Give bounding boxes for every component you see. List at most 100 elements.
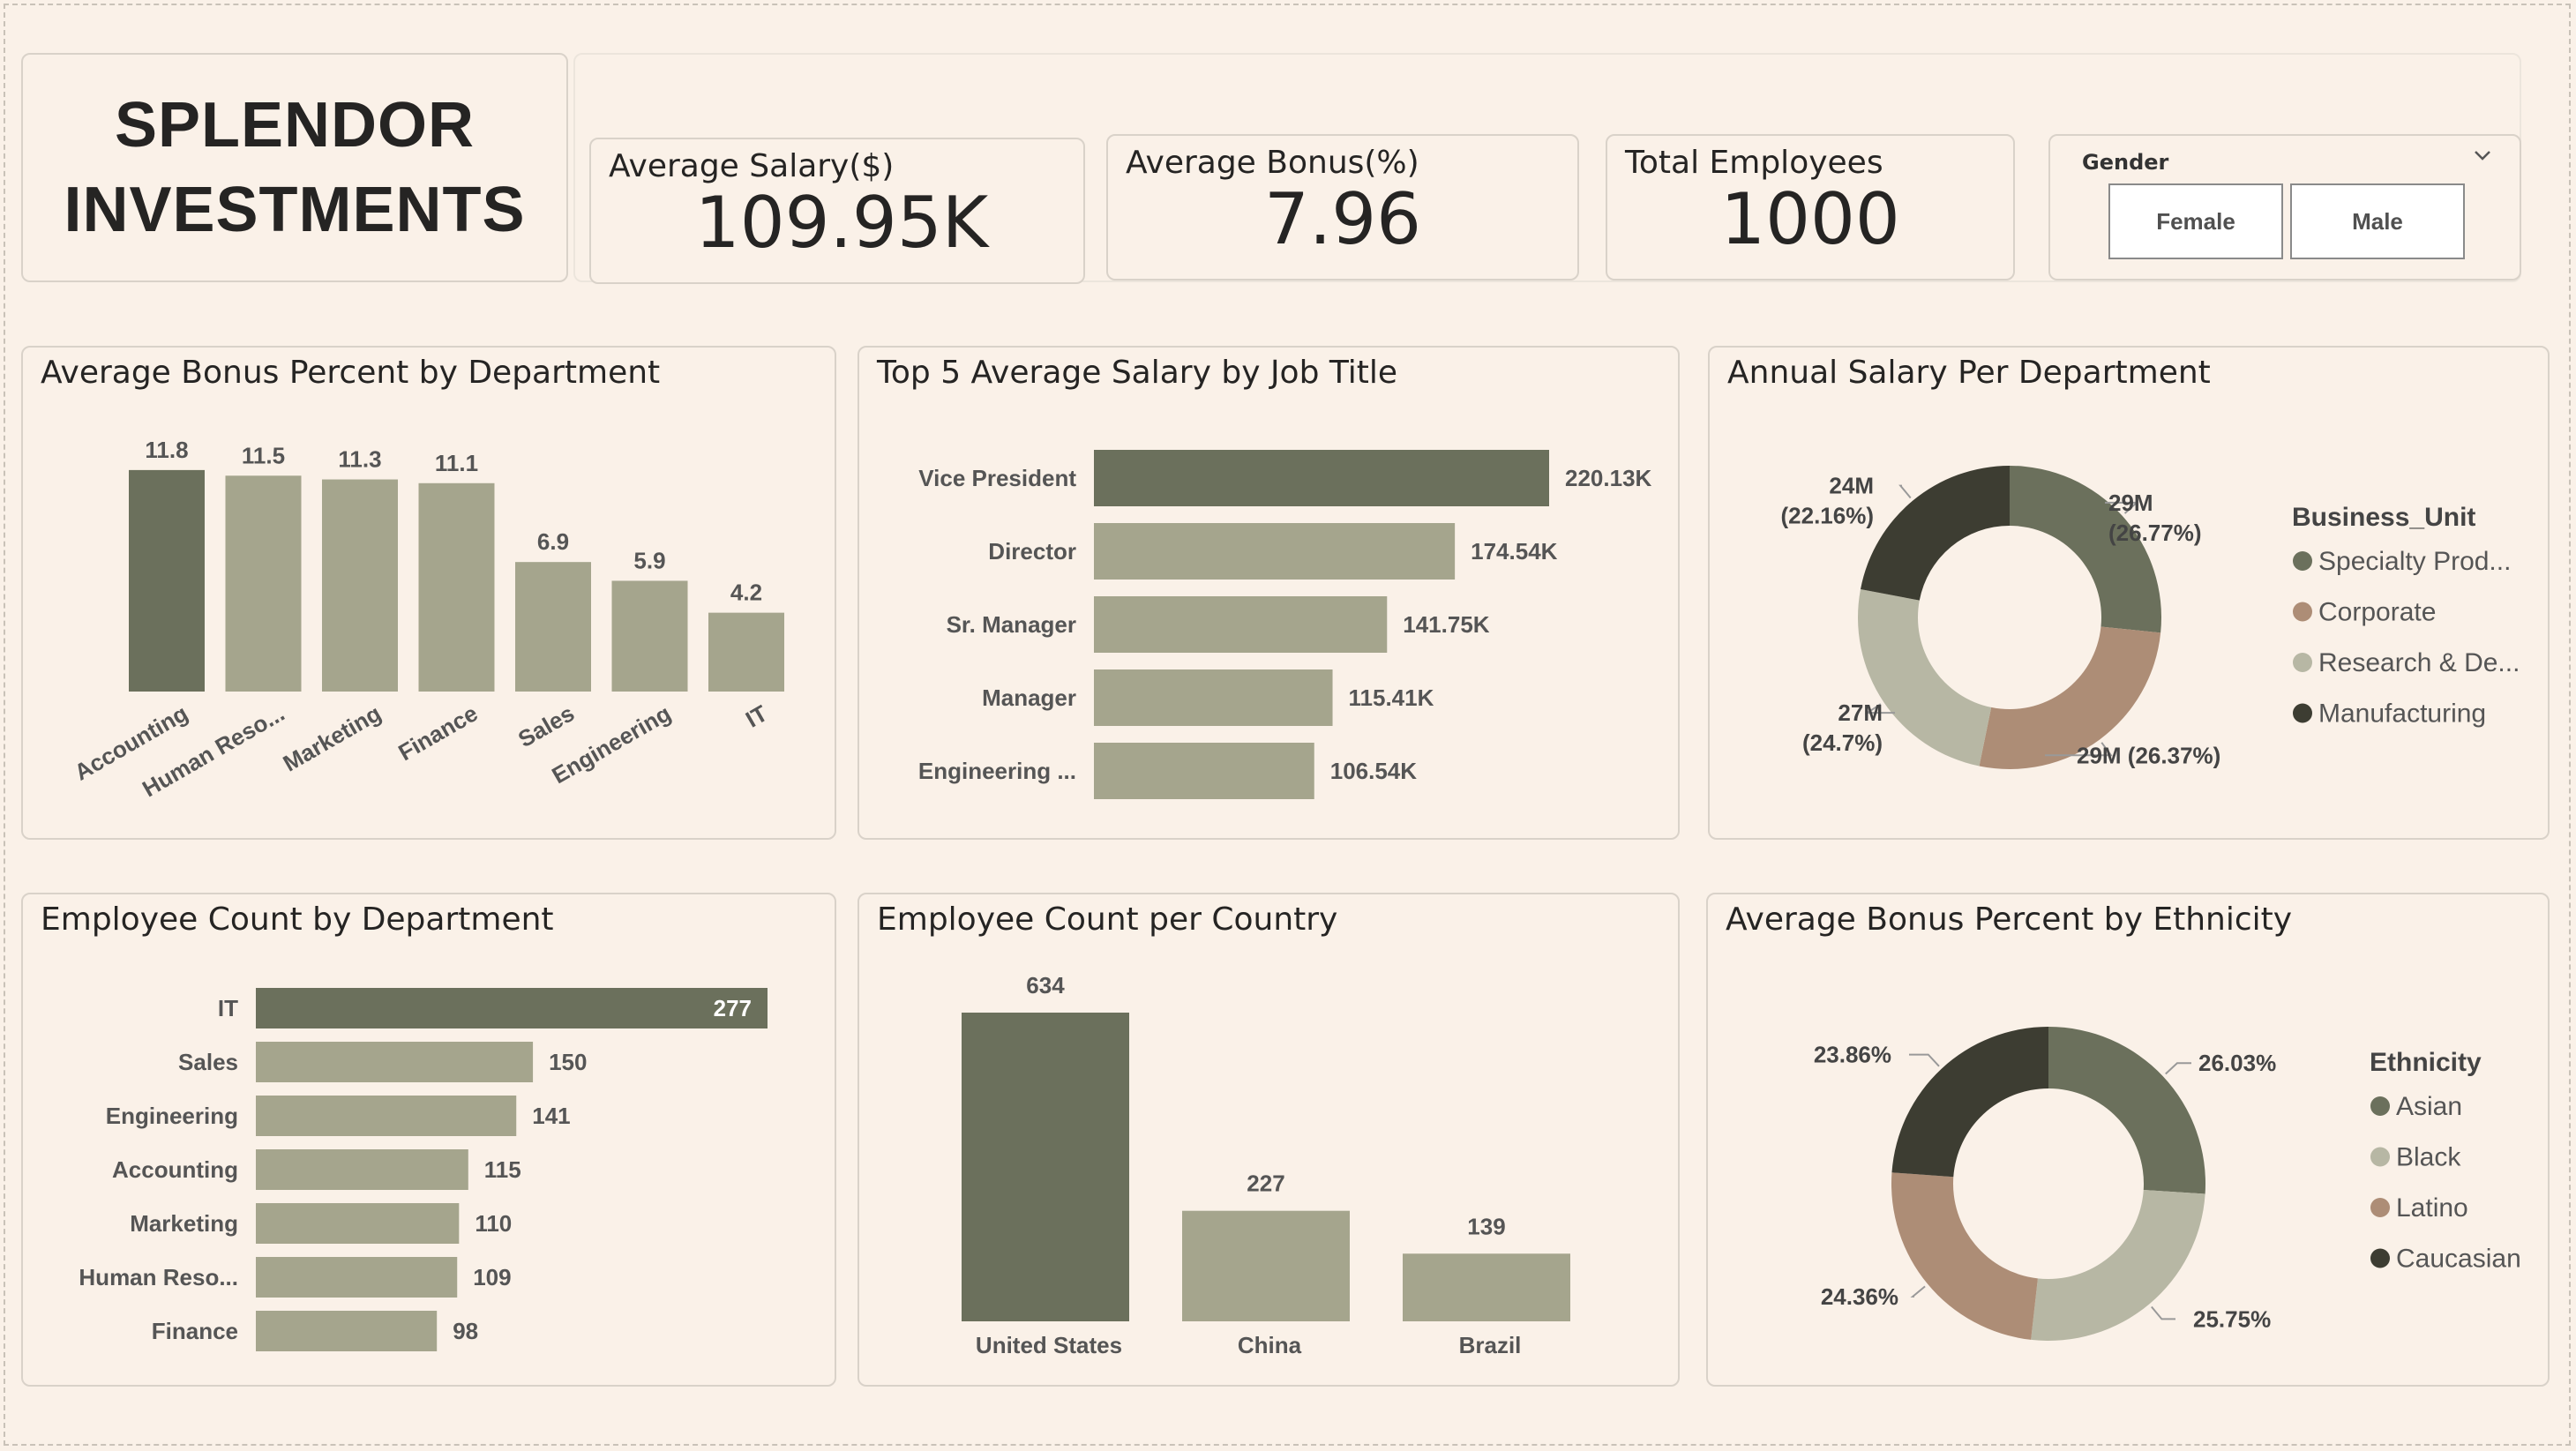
data-label: 220.13K bbox=[1565, 465, 1652, 491]
x-tick-label: Finance bbox=[393, 699, 482, 766]
y-tick-label: Vice President bbox=[918, 465, 1076, 491]
kpi-label: Average Bonus(%) bbox=[1126, 145, 1419, 181]
bar bbox=[418, 482, 495, 692]
data-label: 139 bbox=[1467, 1213, 1505, 1239]
data-label: (22.16%) bbox=[1781, 503, 1875, 529]
bar bbox=[611, 580, 688, 692]
legend-marker bbox=[2370, 1147, 2390, 1167]
legend-label: Latino bbox=[2396, 1193, 2468, 1223]
bar bbox=[322, 479, 398, 692]
brand-title: SPLENDOR INVESTMENTS bbox=[64, 83, 525, 252]
data-label: 115 bbox=[484, 1156, 521, 1183]
legend-label: Caucasian bbox=[2396, 1245, 2521, 1274]
visual-count-by-country: Employee Count per Country 634 United Sta… bbox=[857, 893, 1680, 1387]
data-label: 5.9 bbox=[633, 547, 665, 573]
data-label: 11.1 bbox=[435, 450, 478, 476]
donut-slice bbox=[1891, 1027, 2048, 1178]
bar bbox=[256, 988, 768, 1028]
donut-slice bbox=[1891, 1172, 2038, 1340]
chevron-down-icon[interactable] bbox=[2472, 145, 2493, 166]
bar bbox=[129, 469, 205, 692]
data-label: 26.03% bbox=[2198, 1050, 2276, 1076]
visual-title: Annual Salary Per Department bbox=[1727, 355, 2211, 391]
legend-label: Asian bbox=[2396, 1092, 2462, 1121]
data-label: 24M bbox=[1829, 473, 1874, 499]
data-label: 106.54K bbox=[1330, 758, 1418, 784]
salary-by-title-chart: Vice President 220.13K Director 174.54K Sr. … bbox=[918, 450, 1652, 799]
data-label: 174.54K bbox=[1471, 538, 1558, 565]
bar bbox=[1403, 1253, 1570, 1321]
bar bbox=[1094, 596, 1388, 653]
kpi-label: Total Employees bbox=[1625, 145, 1883, 181]
y-tick-label: Human Reso... bbox=[79, 1264, 238, 1290]
y-tick-label: IT bbox=[218, 995, 238, 1021]
visual-bonus-by-department: Average Bonus Percent by Department 11.8… bbox=[21, 346, 836, 840]
donut-slice bbox=[1979, 626, 2161, 769]
visual-title: Employee Count per Country bbox=[877, 901, 1338, 938]
bar bbox=[256, 1149, 468, 1190]
data-label: 29M (26.37%) bbox=[2077, 742, 2220, 768]
donut-slice bbox=[2010, 466, 2161, 633]
donut-slice bbox=[1861, 466, 2010, 601]
bar bbox=[515, 562, 591, 692]
legend-label: Specialty Prod... bbox=[2318, 547, 2511, 576]
visual-title: Employee Count by Department bbox=[41, 901, 554, 938]
donut-slice bbox=[1858, 588, 1992, 767]
data-label: 11.5 bbox=[242, 442, 285, 468]
bar bbox=[1094, 450, 1549, 506]
bar bbox=[256, 1257, 458, 1298]
data-label: 141.75K bbox=[1403, 611, 1490, 638]
bar bbox=[256, 1042, 534, 1082]
bar bbox=[1094, 743, 1314, 799]
leader-line bbox=[1910, 1285, 1926, 1298]
bonus-by-ethnicity-chart: 26.03% 25.75% 24.36% 23.86% Ethnicity Asian Bl… bbox=[1814, 1027, 2521, 1341]
visual-title: Top 5 Average Salary by Job Title bbox=[877, 355, 1398, 391]
legend-marker bbox=[2293, 602, 2312, 622]
bar bbox=[256, 1096, 517, 1136]
visual-count-by-department: Employee Count by Department IT 277 Sales 1… bbox=[21, 893, 836, 1387]
kpi-label: Average Salary($) bbox=[609, 148, 895, 184]
data-label: 11.8 bbox=[145, 437, 188, 463]
y-tick-label: Manager bbox=[982, 684, 1076, 711]
legend-label: Black bbox=[2396, 1143, 2461, 1172]
legend-label: Research & De... bbox=[2318, 648, 2520, 677]
bar bbox=[256, 1203, 460, 1244]
data-label: 634 bbox=[1026, 972, 1065, 998]
y-tick-label: Finance bbox=[152, 1318, 238, 1344]
bar bbox=[225, 475, 302, 692]
brand-line-2: INVESTMENTS bbox=[64, 175, 526, 245]
gender-slicer: Gender Female Male bbox=[2048, 134, 2521, 280]
y-tick-label: Marketing bbox=[130, 1210, 238, 1237]
data-label: 109 bbox=[473, 1264, 511, 1290]
slicer-option-male[interactable]: Male bbox=[2290, 183, 2465, 259]
x-tick-label: China bbox=[1238, 1332, 1302, 1358]
x-tick-label: Brazil bbox=[1459, 1332, 1522, 1358]
count-by-country-chart: 634 United States 227 China 139 Brazil bbox=[962, 972, 1570, 1358]
leader-line bbox=[2105, 501, 2139, 514]
brand-line-1: SPLENDOR bbox=[114, 90, 476, 161]
x-tick-label: Sales bbox=[513, 699, 579, 752]
x-tick-label: United States bbox=[976, 1332, 1122, 1358]
kpi-card-avg-bonus: Average Bonus(%) 7.96 bbox=[1106, 134, 1579, 280]
y-tick-label: Sr. Manager bbox=[947, 611, 1076, 638]
visual-title: Average Bonus Percent by Ethnicity bbox=[1726, 901, 2293, 938]
data-label: 141 bbox=[532, 1103, 570, 1129]
data-label: 29M bbox=[2108, 490, 2153, 516]
data-label: 115.41K bbox=[1349, 684, 1434, 711]
kpi-value: 7.96 bbox=[1263, 178, 1422, 260]
bar bbox=[708, 612, 784, 692]
kpi-value: 109.95K bbox=[694, 182, 989, 264]
data-label: 11.3 bbox=[338, 446, 381, 473]
visual-salary-by-business-unit: Annual Salary Per Department 29M (26.77%)… bbox=[1708, 346, 2550, 840]
bar bbox=[1094, 669, 1333, 726]
data-label: (26.77%) bbox=[2108, 520, 2202, 546]
leader-line bbox=[1864, 703, 1895, 714]
data-label: 227 bbox=[1247, 1171, 1284, 1197]
bar bbox=[1094, 523, 1456, 580]
kpi-card-avg-salary: Average Salary($) 109.95K bbox=[589, 138, 1085, 284]
legend-marker bbox=[2370, 1096, 2390, 1116]
slicer-option-female[interactable]: Female bbox=[2108, 183, 2283, 259]
leader-line bbox=[1909, 1053, 1940, 1067]
data-label: 6.9 bbox=[537, 528, 569, 555]
